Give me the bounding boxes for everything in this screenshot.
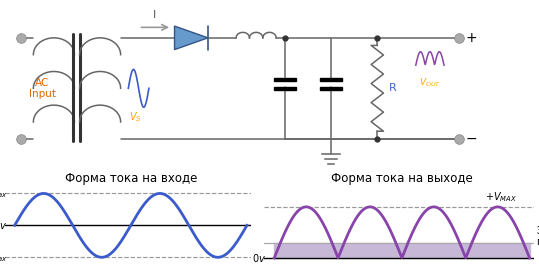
Text: Эквавалентный
постоянный ток: Эквавалентный постоянный ток (537, 226, 539, 247)
Bar (274, 78, 296, 82)
Text: AC
Input: AC Input (29, 78, 56, 99)
Text: Форма тока на выходе: Форма тока на выходе (331, 172, 473, 185)
Text: R: R (389, 83, 396, 93)
Text: Форма тока на входе: Форма тока на входе (65, 172, 197, 185)
Text: $V_S$: $V_S$ (129, 110, 141, 124)
Bar (320, 78, 342, 81)
Bar (274, 87, 296, 90)
Polygon shape (175, 26, 208, 50)
Text: $0v$: $0v$ (0, 219, 7, 231)
Text: $-V_{max}$: $-V_{max}$ (0, 250, 7, 264)
Text: $+V_{max}$: $+V_{max}$ (0, 187, 7, 200)
Text: $0v$: $0v$ (252, 252, 266, 264)
Bar (320, 87, 342, 90)
Bar (274, 78, 296, 81)
Text: $+V_{MAX}$: $+V_{MAX}$ (485, 190, 517, 204)
Text: +: + (466, 31, 477, 45)
Text: −: − (466, 132, 477, 146)
Text: I: I (153, 10, 156, 20)
Text: $V_{OUT}$: $V_{OUT}$ (419, 76, 441, 89)
